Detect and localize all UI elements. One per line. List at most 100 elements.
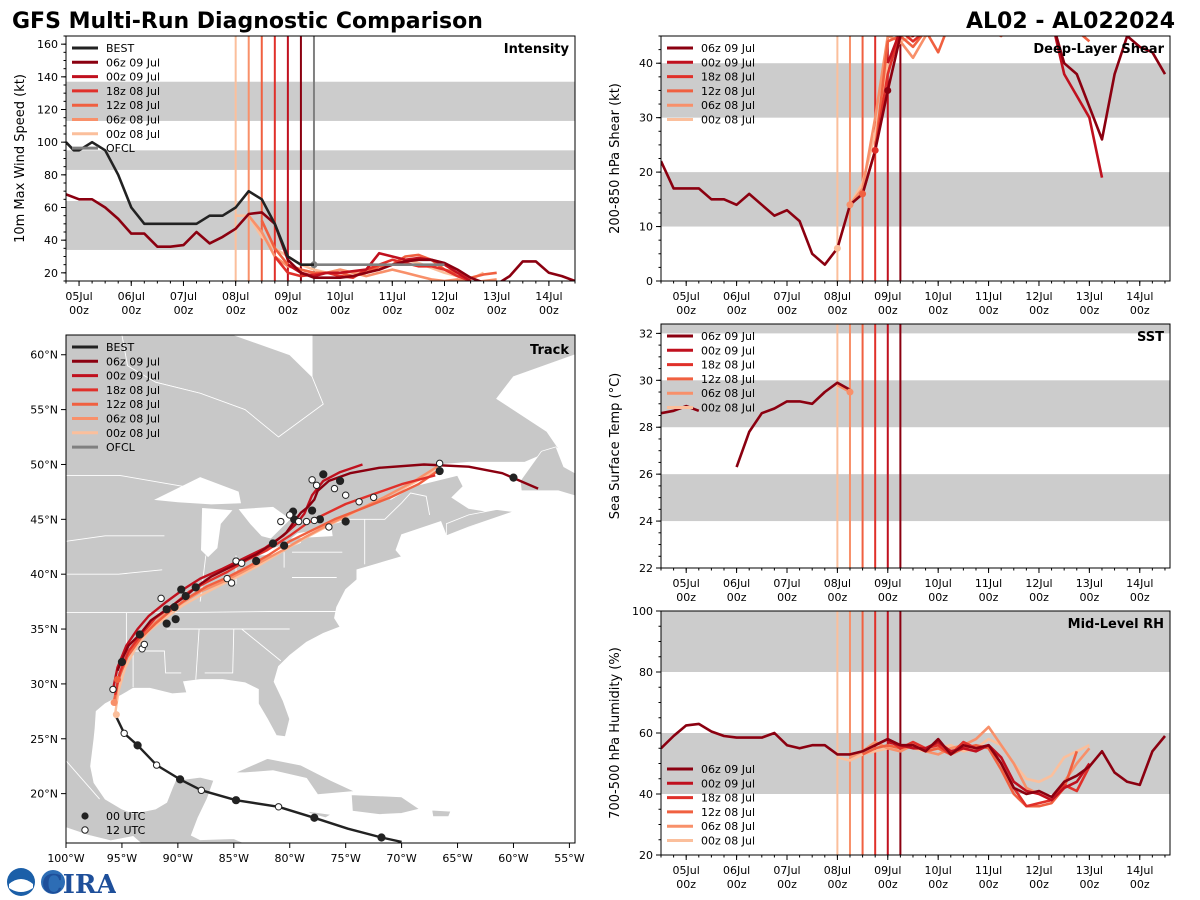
sst-xtick-label: 12Jul — [1025, 577, 1052, 590]
track-legend-label: 00z 08 Jul — [106, 427, 160, 440]
shear-ytick-label: 30 — [639, 112, 653, 125]
border-us-canada — [66, 474, 184, 487]
intensity-ytick-label: 20 — [44, 267, 58, 280]
shear-xtick-label: 00z — [1130, 304, 1150, 317]
intensity-band — [66, 200, 575, 250]
intensity-plot-area — [66, 36, 575, 281]
land-jamaica — [306, 810, 333, 819]
track-point-12utc — [227, 579, 236, 587]
rh-legend-label: 18z 08 Jul — [701, 792, 755, 805]
track-point-00utc — [341, 517, 350, 526]
intensity-xtick-label: 00z — [121, 304, 141, 317]
track-init-marker — [110, 699, 118, 707]
track-point-12utc — [310, 516, 319, 525]
track-ytick-label: 20°N — [30, 788, 58, 801]
track-legend-label: OFCL — [106, 441, 136, 454]
sst-xtick-label: 08Jul — [824, 577, 851, 590]
track-point-12utc — [274, 803, 283, 811]
land-newfoundland — [519, 446, 575, 497]
shear-xtick-label: 09Jul — [874, 290, 901, 303]
sst-ytick-label: 26 — [639, 468, 653, 481]
sst-xtick-label: 13Jul — [1076, 577, 1103, 590]
track-point-12utc — [302, 517, 311, 526]
track-point-12utc — [330, 484, 339, 493]
sst-ylabel: Sea Surface Temp (°C) — [608, 373, 623, 520]
rh-band — [661, 611, 1170, 672]
shear-xtick-label: 12Jul — [1025, 290, 1052, 303]
rh-xtick-label: 00z — [777, 878, 797, 891]
track-point-12utc — [140, 640, 149, 649]
track-point-00utc — [319, 470, 328, 479]
border-ks-ne — [66, 569, 163, 575]
intensity-ylabel: 10m Max Wind Speed (kt) — [13, 74, 28, 243]
rh-title: Mid-Level RH — [1068, 617, 1164, 632]
track-point-00utc — [135, 630, 144, 639]
intensity-xtick-label: 14Jul — [535, 290, 562, 303]
shear-ytick-label: 20 — [639, 166, 653, 179]
track-legend-00utc-label: 00 UTC — [106, 810, 146, 823]
track-legend-label: BEST — [106, 341, 134, 354]
rh-xtick-label: 07Jul — [773, 864, 800, 877]
track-point-12utc — [308, 476, 316, 484]
sst-xtick-label: 00z — [727, 591, 747, 604]
shear-panel: 01020304005Jul00z06Jul00z07Jul00z08Jul00… — [608, 35, 1171, 317]
track-point-12utc — [325, 523, 333, 531]
shear-legend-label: 00z 08 Jul — [701, 114, 755, 127]
rh-legend-label: 00z 09 Jul — [701, 777, 755, 790]
shear-xtick-label: 07Jul — [773, 290, 800, 303]
track-point-00utc — [171, 615, 180, 624]
track-xtick-label: 75°W — [330, 852, 360, 865]
track-point-12utc — [277, 517, 285, 526]
intensity-xtick-label: 00z — [435, 304, 455, 317]
intensity-xtick-label: 00z — [487, 304, 507, 317]
track-point-00utc — [280, 541, 289, 550]
track-map-area — [66, 335, 575, 843]
border-ms-al — [195, 628, 200, 680]
intensity-series-line — [66, 193, 575, 281]
rh-ytick-label: 40 — [639, 788, 653, 801]
border-la-ar — [126, 650, 182, 674]
sst-xtick-label: 06Jul — [723, 577, 750, 590]
rh-xtick-label: 06Jul — [723, 864, 750, 877]
track-point-00utc — [117, 657, 127, 667]
track-point-00utc — [176, 775, 185, 784]
sst-xtick-label: 00z — [827, 591, 847, 604]
shear-ylabel: 200-850 hPa Shear (kt) — [608, 83, 623, 234]
intensity-xtick-label: 06Jul — [118, 290, 145, 303]
track-point-12utc — [197, 786, 206, 795]
rh-xtick-label: 00z — [827, 878, 847, 891]
intensity-band — [66, 81, 575, 121]
track-legend-label: 12z 08 Jul — [106, 398, 160, 411]
shear-xtick-label: 00z — [979, 304, 999, 317]
rh-xtick-label: 10Jul — [925, 864, 952, 877]
land-puerto-rico — [431, 809, 452, 818]
rh-xtick-label: 00z — [878, 878, 898, 891]
track-point-12utc — [341, 491, 350, 499]
track-panel: 20°N 25°N 30°N 35°N 40°N 45°N 50°N 55°N 60°N 100°… — [30, 334, 585, 865]
rh-xtick-label: 08Jul — [824, 864, 851, 877]
intensity-legend-label: BEST — [106, 42, 134, 55]
noaa-wave-icon — [9, 879, 33, 892]
shear-xtick-label: 13Jul — [1076, 290, 1103, 303]
land-cuba — [234, 758, 357, 796]
sst-ytick-label: 28 — [639, 421, 653, 434]
intensity-ytick-label: 160 — [37, 38, 58, 51]
sst-xtick-label: 00z — [777, 591, 797, 604]
track-point-12utc — [355, 498, 363, 506]
shear-init-marker — [884, 86, 892, 94]
rh-ytick-label: 60 — [639, 727, 653, 740]
rh-xtick-label: 14Jul — [1126, 864, 1153, 877]
intensity-xtick-label: 00z — [278, 304, 298, 317]
track-point-12utc — [312, 481, 321, 490]
track-xtick-label: 80°W — [275, 852, 305, 865]
track-init-marker — [113, 676, 121, 684]
cira-logo-text: CIRA — [42, 870, 116, 898]
rh-xtick-label: 13Jul — [1076, 864, 1103, 877]
track-point-00utc — [162, 619, 171, 628]
shear-xtick-label: 00z — [777, 304, 797, 317]
track-point-12utc — [369, 493, 378, 502]
shear-ytick-label: 40 — [639, 57, 653, 70]
track-point-00utc — [177, 585, 186, 594]
storm-id: AL02 - AL022024 — [966, 9, 1175, 34]
